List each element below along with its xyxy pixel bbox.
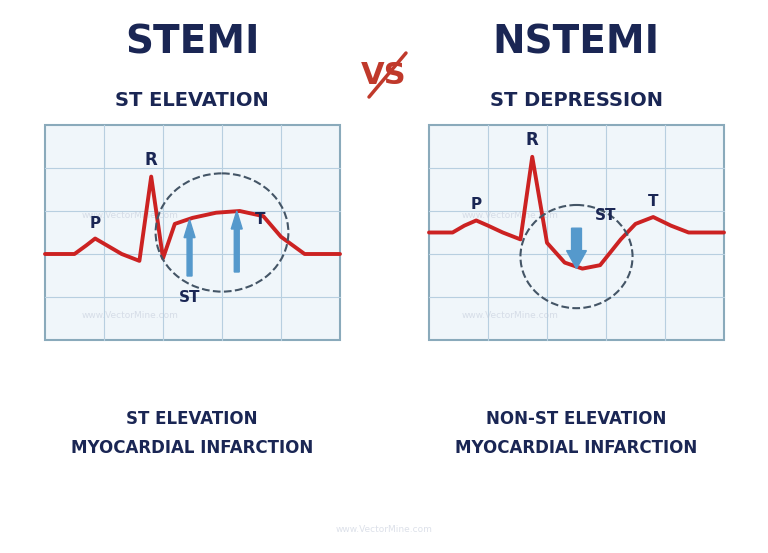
FancyArrow shape bbox=[231, 211, 242, 272]
Text: ST ELEVATION: ST ELEVATION bbox=[115, 91, 269, 109]
Text: NSTEMI: NSTEMI bbox=[492, 23, 660, 61]
Text: R: R bbox=[145, 150, 157, 169]
Text: www.VectorMine.com: www.VectorMine.com bbox=[81, 211, 178, 220]
Text: T: T bbox=[648, 194, 658, 209]
FancyBboxPatch shape bbox=[45, 125, 340, 340]
Text: ST: ST bbox=[179, 290, 200, 305]
Text: www.VectorMine.com: www.VectorMine.com bbox=[462, 310, 558, 320]
Text: R: R bbox=[526, 131, 538, 149]
Text: VS: VS bbox=[361, 60, 407, 90]
FancyArrow shape bbox=[184, 220, 195, 276]
Text: www.VectorMine.com: www.VectorMine.com bbox=[81, 310, 178, 320]
FancyArrow shape bbox=[567, 228, 587, 269]
Text: www.VectorMine.com: www.VectorMine.com bbox=[336, 525, 432, 535]
Text: P: P bbox=[471, 197, 482, 212]
Text: ST DEPRESSION: ST DEPRESSION bbox=[489, 91, 663, 109]
Text: T: T bbox=[255, 212, 265, 227]
Text: STEMI: STEMI bbox=[124, 23, 260, 61]
Text: NON-ST ELEVATION
MYOCARDIAL INFARCTION: NON-ST ELEVATION MYOCARDIAL INFARCTION bbox=[455, 410, 697, 457]
Text: ST: ST bbox=[594, 208, 616, 223]
Text: www.VectorMine.com: www.VectorMine.com bbox=[462, 211, 558, 220]
FancyBboxPatch shape bbox=[429, 125, 724, 340]
Text: P: P bbox=[90, 216, 101, 231]
Text: ST ELEVATION
MYOCARDIAL INFARCTION: ST ELEVATION MYOCARDIAL INFARCTION bbox=[71, 410, 313, 457]
